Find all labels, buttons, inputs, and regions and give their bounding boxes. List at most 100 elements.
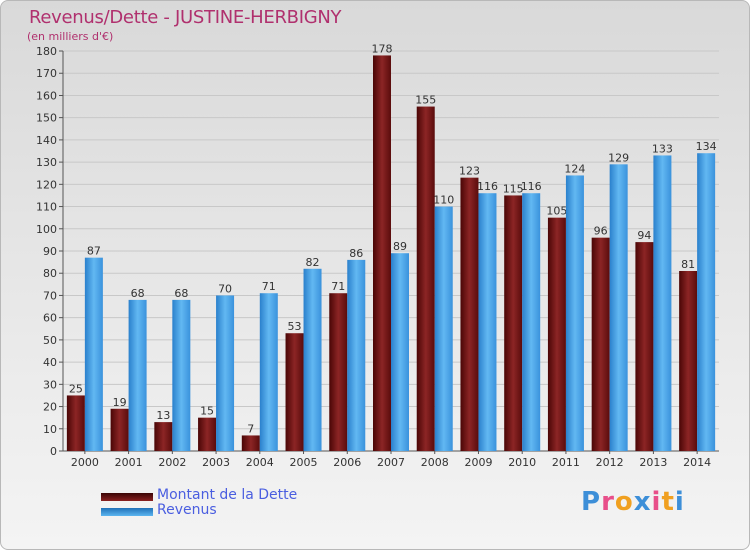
data-label-dette: 15 xyxy=(200,405,214,418)
bar-dette xyxy=(547,217,566,451)
bar-dette xyxy=(679,271,698,451)
y-tick-label: 60 xyxy=(43,312,57,325)
bar-revenus xyxy=(216,295,235,451)
logo-letter: P xyxy=(581,487,602,517)
y-tick-label: 90 xyxy=(43,245,57,258)
x-tick-label: 2000 xyxy=(71,456,99,469)
data-label-revenus: 86 xyxy=(349,247,363,260)
x-tick-label: 2011 xyxy=(552,456,580,469)
bar-dette xyxy=(66,395,85,451)
x-tick-label: 2014 xyxy=(683,456,711,469)
x-tick-label: 2001 xyxy=(115,456,143,469)
data-label-dette: 81 xyxy=(681,258,695,271)
x-tick-label: 2008 xyxy=(421,456,449,469)
bar-dette xyxy=(241,435,260,451)
y-tick-label: 30 xyxy=(43,378,57,391)
logo-letter: o xyxy=(614,487,634,517)
legend-label-dette: Montant de la Dette xyxy=(157,487,298,503)
data-label-dette: 155 xyxy=(415,94,436,107)
x-tick-label: 2007 xyxy=(377,456,405,469)
data-label-revenus: 116 xyxy=(521,180,542,193)
data-label-revenus: 89 xyxy=(393,240,407,253)
logo-letter: x xyxy=(633,487,652,517)
y-tick-label: 160 xyxy=(36,89,57,102)
y-tick-label: 70 xyxy=(43,289,57,302)
bar-revenus xyxy=(697,153,716,451)
logo-letter: i xyxy=(651,487,662,517)
bar-revenus xyxy=(391,253,409,451)
legend-label-revenus: Revenus xyxy=(157,502,217,518)
bar-revenus xyxy=(653,155,672,451)
data-label-revenus: 129 xyxy=(608,151,629,164)
data-label-revenus: 71 xyxy=(262,280,276,293)
data-label-dette: 96 xyxy=(594,225,608,238)
bar-dette xyxy=(460,177,479,451)
data-label-dette: 13 xyxy=(156,409,170,422)
y-tick-label: 170 xyxy=(36,67,57,80)
bar-revenus xyxy=(522,193,541,451)
bar-dette xyxy=(635,242,654,451)
data-label-dette: 115 xyxy=(503,182,524,195)
legend-swatch-revenus xyxy=(101,508,153,516)
x-tick-label: 2009 xyxy=(464,456,492,469)
bar-revenus xyxy=(478,193,497,451)
bar-dette xyxy=(154,422,173,451)
y-tick-label: 150 xyxy=(36,112,57,125)
data-label-dette: 25 xyxy=(69,382,83,395)
y-tick-label: 80 xyxy=(43,267,57,280)
legend-swatch-dette xyxy=(101,493,153,501)
bar-dette xyxy=(198,417,217,451)
x-tick-label: 2004 xyxy=(246,456,274,469)
x-tick-label: 2005 xyxy=(290,456,318,469)
data-label-revenus: 124 xyxy=(564,162,585,175)
data-label-revenus: 133 xyxy=(652,142,673,155)
x-tick-label: 2003 xyxy=(202,456,230,469)
x-tick-label: 2002 xyxy=(158,456,186,469)
data-label-dette: 71 xyxy=(331,280,345,293)
chart-subtitle: (en milliers d'€) xyxy=(27,30,114,43)
bar-revenus xyxy=(128,299,147,451)
x-tick-label: 2012 xyxy=(596,456,624,469)
y-tick-label: 140 xyxy=(36,134,57,147)
bar-revenus xyxy=(84,257,103,451)
data-label-revenus: 87 xyxy=(87,245,101,258)
data-label-revenus: 68 xyxy=(131,287,145,300)
y-tick-label: 0 xyxy=(50,445,57,458)
data-label-dette: 53 xyxy=(288,320,302,333)
x-tick-label: 2013 xyxy=(639,456,667,469)
bar-revenus xyxy=(259,293,278,451)
bar-revenus xyxy=(434,206,453,451)
bar-revenus xyxy=(303,268,322,451)
data-label-revenus: 68 xyxy=(174,287,188,300)
y-tick-label: 20 xyxy=(43,401,57,414)
y-tick-label: 110 xyxy=(36,201,57,214)
data-label-revenus: 110 xyxy=(433,194,454,207)
y-tick-label: 40 xyxy=(43,356,57,369)
bar-revenus xyxy=(565,175,584,451)
bar-revenus xyxy=(347,259,366,451)
y-tick-label: 120 xyxy=(36,178,57,191)
y-tick-label: 10 xyxy=(43,423,57,436)
y-tick-label: 50 xyxy=(43,334,57,347)
bar-revenus xyxy=(172,299,191,451)
bar-dette xyxy=(329,293,348,451)
data-label-revenus: 70 xyxy=(218,282,232,295)
logo-letter: i xyxy=(674,487,685,517)
bar-dette xyxy=(504,195,523,451)
chart-title: Revenus/Dette - JUSTINE-HERBIGNY xyxy=(29,7,342,28)
data-label-revenus: 134 xyxy=(696,140,717,153)
bar-dette xyxy=(416,106,435,452)
data-label-dette: 94 xyxy=(637,229,651,242)
data-label-revenus: 82 xyxy=(306,256,320,269)
y-tick-label: 130 xyxy=(36,156,57,169)
logo-letter: r xyxy=(601,487,615,517)
data-label-dette: 105 xyxy=(546,205,567,218)
bar-revenus xyxy=(609,164,628,452)
data-label-dette: 178 xyxy=(372,42,393,55)
x-tick-label: 2010 xyxy=(508,456,536,469)
bar-dette xyxy=(110,408,129,451)
bar-dette xyxy=(373,55,391,451)
proxiti-logo: Proxiti xyxy=(581,487,685,517)
